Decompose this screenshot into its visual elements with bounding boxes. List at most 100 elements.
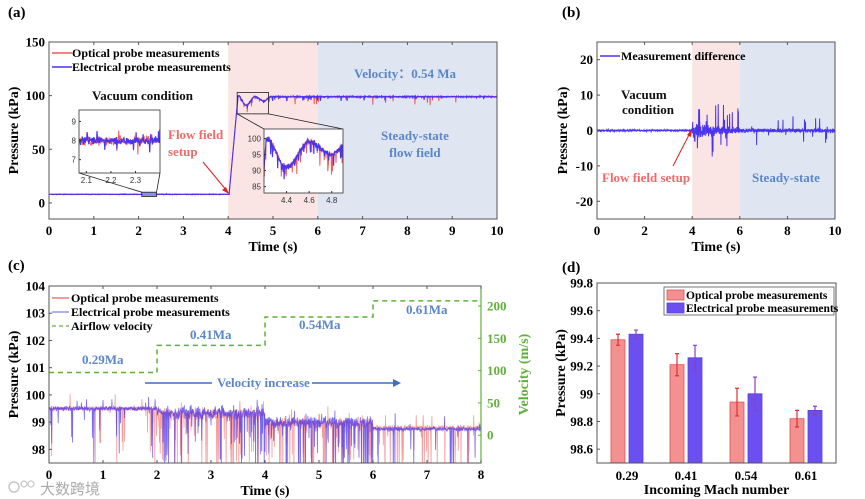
d-legend-swatch: [666, 302, 685, 314]
arrow-head-icon: [687, 129, 692, 137]
arrow-head-icon: [222, 187, 229, 194]
a-inset-connector: [268, 113, 344, 130]
inset-ytick-label: 85: [252, 183, 261, 192]
d-error-bar: [634, 329, 638, 339]
d-bar-optical: [610, 339, 626, 464]
inset-xtick-label: 4.4: [281, 196, 293, 205]
d-bar-electrical: [807, 409, 823, 464]
inset-xtick-label: 4.8: [326, 196, 338, 205]
d-axes-frame: [596, 282, 837, 464]
inset-xtick-label: 4.6: [304, 196, 316, 205]
b-setup-arrow: [672, 132, 691, 167]
vacuum-condition-label: Vacuum condition: [92, 88, 194, 103]
a-xtick-label: 2: [135, 223, 142, 238]
b-legend-difference: Measurement difference: [621, 49, 746, 63]
d-legend-electrical: Electrical probe measurements: [686, 303, 839, 315]
c-xtick-label: 8: [478, 467, 485, 482]
d-error-bar: [753, 376, 757, 411]
b-xtick-label: 6: [737, 223, 744, 238]
c-y2tick-label: 100: [487, 363, 507, 378]
inset-ytick-label: 8: [72, 137, 77, 146]
d-x-axis-label: Incoming Mach number: [644, 483, 789, 498]
c-ytick-label: 104: [26, 279, 46, 294]
c-xtick-label: 1: [100, 467, 107, 482]
arrow-head-icon: [393, 379, 401, 387]
b-vacuum-label-1: Vacuum: [621, 87, 667, 102]
a-inset-connector: [78, 172, 142, 193]
c-y2tick-label: 0: [487, 428, 494, 443]
a-xtick-label: 5: [270, 223, 277, 238]
velocity-increase-label: Velocity increase: [217, 375, 310, 390]
c-xtick-label: 0: [46, 467, 53, 482]
steady-state-label-2: flow field: [389, 145, 441, 160]
c-xtick-label: 6: [370, 467, 377, 482]
panel-label-d: (d): [562, 260, 580, 276]
b-difference-series: [597, 104, 835, 157]
c-ytick-label: 103: [26, 306, 46, 321]
c-legend-electrical: Electrical probe measurements: [71, 305, 230, 319]
c-xtick-label: 4: [262, 467, 269, 482]
d-category-label: 0.54: [735, 468, 758, 483]
d-bar-optical: [669, 364, 685, 464]
inset-xtick-label: 2.2: [105, 176, 117, 185]
a-xtick-label: 7: [359, 223, 366, 238]
a-inset-2-frame: [263, 128, 344, 194]
a-xtick-label: 3: [180, 223, 187, 238]
d-ytick-label: 99.2: [570, 359, 593, 374]
d-ytick-label: 99.6: [570, 303, 593, 318]
watermark: [8, 480, 35, 493]
c-ytick-label: 101: [26, 360, 46, 375]
watermark-text: 大数跨境: [40, 480, 100, 498]
c-y2tick-label: 50: [487, 395, 500, 410]
steady-state-region: [317, 42, 497, 219]
b-ytick-label: 0: [587, 123, 594, 138]
panel-label-a: (a): [8, 5, 26, 21]
d-y-axis-label: Pressure (kPa): [554, 329, 569, 417]
d-error-bar: [693, 344, 697, 371]
d-ytick-label: 99.4: [570, 331, 593, 346]
a-xtick-label: 6: [315, 223, 322, 238]
b-y-axis-label: Pressure (kPa): [556, 86, 571, 174]
d-category-label: 0.29: [616, 468, 639, 483]
b-ytick-label: -10: [576, 158, 593, 173]
d-error-bar: [616, 333, 620, 346]
b-xtick-label: 8: [784, 223, 791, 238]
b-xtick-label: 4: [689, 223, 696, 238]
a-setup-arrow: [202, 161, 228, 192]
a-y-axis-label: Pressure (kPa): [7, 86, 22, 174]
d-error-bar: [813, 405, 817, 416]
panel-label-b: (b): [562, 5, 580, 21]
panel-label-c: (c): [8, 258, 25, 274]
c-y2tick-label: 150: [487, 331, 507, 346]
d-legend-swatch: [666, 289, 685, 301]
a-ytick-label: 50: [32, 142, 45, 157]
c-legend-optical: Optical probe measurements: [71, 291, 219, 305]
c-xtick-label: 2: [154, 467, 161, 482]
a-ytick-label: 150: [26, 35, 46, 50]
b-ytick-label: 10: [580, 88, 593, 103]
b-x-axis-label: Time (s): [691, 240, 740, 255]
c-ytick-label: 98: [32, 442, 46, 457]
mach-label-0: 0.29Ma: [82, 352, 124, 367]
a-electrical-series: [49, 94, 497, 196]
d-category-label: 0.61: [795, 468, 818, 483]
a-x-axis-label: Time (s): [248, 240, 297, 255]
inset-xtick-label: 2.1: [81, 176, 93, 185]
a-zoom-region-2: [236, 92, 269, 115]
mach-label-3: 0.61Ma: [406, 302, 448, 317]
a-xtick-label: 4: [225, 223, 232, 238]
c-xtick-label: 3: [208, 467, 215, 482]
a-inset-electrical-line: [264, 136, 343, 180]
steady-state-label-1: Steady-state: [381, 128, 449, 143]
b-xtick-label: 2: [641, 223, 648, 238]
d-category-label: 0.41: [675, 468, 698, 483]
a-inset-connector: [236, 113, 265, 130]
velocity-label: Velocity：0.54 Ma: [354, 66, 457, 81]
inset-ytick-label: 95: [252, 151, 261, 160]
d-ytick-label: 98.8: [570, 414, 593, 429]
b-steady-state-label: Steady-state: [752, 170, 820, 185]
a-zoom-region-1: [141, 191, 157, 197]
c-ytick-label: 102: [26, 333, 46, 348]
c-velocity-step-line: [49, 300, 481, 374]
